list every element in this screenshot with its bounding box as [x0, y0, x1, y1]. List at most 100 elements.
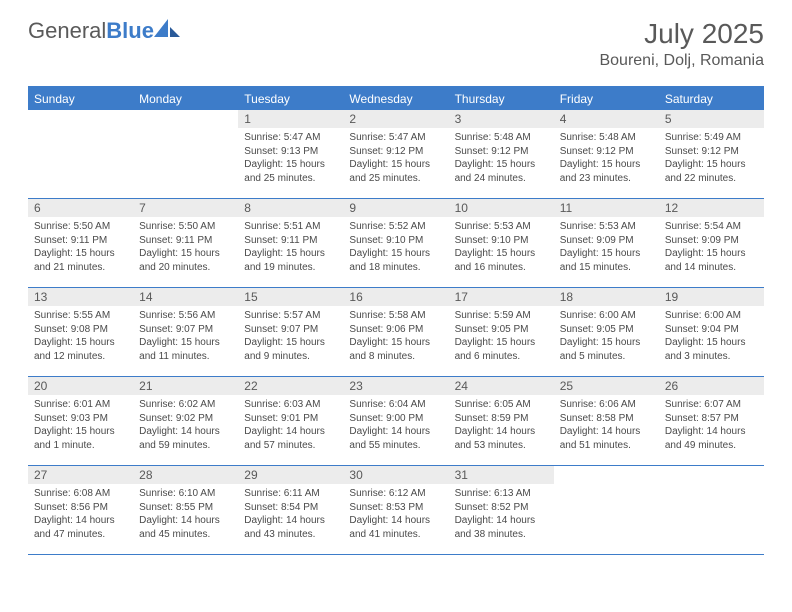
week-row: 20Sunrise: 6:01 AMSunset: 9:03 PMDayligh…: [28, 377, 764, 466]
day-body: Sunrise: 5:53 AMSunset: 9:09 PMDaylight:…: [554, 217, 659, 278]
sunset-text: Sunset: 8:53 PM: [349, 501, 442, 515]
daylight-text: Daylight: 15 hours and 6 minutes.: [455, 336, 548, 363]
sunrise-text: Sunrise: 5:56 AM: [139, 309, 232, 323]
day-body: Sunrise: 5:57 AMSunset: 9:07 PMDaylight:…: [238, 306, 343, 367]
sunrise-text: Sunrise: 5:47 AM: [244, 131, 337, 145]
daylight-text: Daylight: 15 hours and 20 minutes.: [139, 247, 232, 274]
sunset-text: Sunset: 9:00 PM: [349, 412, 442, 426]
day-body: Sunrise: 5:53 AMSunset: 9:10 PMDaylight:…: [449, 217, 554, 278]
day-body: Sunrise: 6:08 AMSunset: 8:56 PMDaylight:…: [28, 484, 133, 545]
day-header: Saturday: [659, 88, 764, 110]
day-number: 22: [238, 377, 343, 395]
sunset-text: Sunset: 9:04 PM: [665, 323, 758, 337]
sunset-text: Sunset: 8:54 PM: [244, 501, 337, 515]
day-header: Thursday: [449, 88, 554, 110]
day-cell: 21Sunrise: 6:02 AMSunset: 9:02 PMDayligh…: [133, 377, 238, 465]
day-number: 20: [28, 377, 133, 395]
day-body: Sunrise: 5:54 AMSunset: 9:09 PMDaylight:…: [659, 217, 764, 278]
day-number: 3: [449, 110, 554, 128]
sunrise-text: Sunrise: 6:12 AM: [349, 487, 442, 501]
daylight-text: Daylight: 14 hours and 41 minutes.: [349, 514, 442, 541]
day-body: Sunrise: 6:10 AMSunset: 8:55 PMDaylight:…: [133, 484, 238, 545]
day-number: 29: [238, 466, 343, 484]
sunrise-text: Sunrise: 5:53 AM: [560, 220, 653, 234]
day-number: 30: [343, 466, 448, 484]
daylight-text: Daylight: 15 hours and 16 minutes.: [455, 247, 548, 274]
calendar: Sunday Monday Tuesday Wednesday Thursday…: [28, 86, 764, 555]
day-cell: 28Sunrise: 6:10 AMSunset: 8:55 PMDayligh…: [133, 466, 238, 554]
day-cell: [659, 466, 764, 554]
sunset-text: Sunset: 9:01 PM: [244, 412, 337, 426]
sunrise-text: Sunrise: 6:10 AM: [139, 487, 232, 501]
day-number: 8: [238, 199, 343, 217]
day-body: Sunrise: 5:59 AMSunset: 9:05 PMDaylight:…: [449, 306, 554, 367]
sunset-text: Sunset: 9:03 PM: [34, 412, 127, 426]
day-body: Sunrise: 6:01 AMSunset: 9:03 PMDaylight:…: [28, 395, 133, 456]
day-header: Tuesday: [238, 88, 343, 110]
day-body: Sunrise: 5:49 AMSunset: 9:12 PMDaylight:…: [659, 128, 764, 189]
day-body: Sunrise: 5:50 AMSunset: 9:11 PMDaylight:…: [28, 217, 133, 278]
sunrise-text: Sunrise: 6:02 AM: [139, 398, 232, 412]
sunrise-text: Sunrise: 6:06 AM: [560, 398, 653, 412]
sunset-text: Sunset: 9:11 PM: [139, 234, 232, 248]
sunrise-text: Sunrise: 6:05 AM: [455, 398, 548, 412]
day-cell: 11Sunrise: 5:53 AMSunset: 9:09 PMDayligh…: [554, 199, 659, 287]
sunrise-text: Sunrise: 6:04 AM: [349, 398, 442, 412]
week-row: 13Sunrise: 5:55 AMSunset: 9:08 PMDayligh…: [28, 288, 764, 377]
sunrise-text: Sunrise: 6:03 AM: [244, 398, 337, 412]
sunset-text: Sunset: 8:57 PM: [665, 412, 758, 426]
logo: GeneralBlue: [28, 18, 180, 44]
day-number: 19: [659, 288, 764, 306]
sunrise-text: Sunrise: 5:47 AM: [349, 131, 442, 145]
day-number: 27: [28, 466, 133, 484]
sunrise-text: Sunrise: 5:58 AM: [349, 309, 442, 323]
sunset-text: Sunset: 8:56 PM: [34, 501, 127, 515]
day-header: Wednesday: [343, 88, 448, 110]
daylight-text: Daylight: 14 hours and 53 minutes.: [455, 425, 548, 452]
day-cell: 22Sunrise: 6:03 AMSunset: 9:01 PMDayligh…: [238, 377, 343, 465]
day-number: 26: [659, 377, 764, 395]
day-cell: 31Sunrise: 6:13 AMSunset: 8:52 PMDayligh…: [449, 466, 554, 554]
sunrise-text: Sunrise: 5:54 AM: [665, 220, 758, 234]
day-cell: 27Sunrise: 6:08 AMSunset: 8:56 PMDayligh…: [28, 466, 133, 554]
day-cell: 19Sunrise: 6:00 AMSunset: 9:04 PMDayligh…: [659, 288, 764, 376]
daylight-text: Daylight: 15 hours and 25 minutes.: [244, 158, 337, 185]
sunset-text: Sunset: 9:05 PM: [560, 323, 653, 337]
sunset-text: Sunset: 9:06 PM: [349, 323, 442, 337]
day-number: 24: [449, 377, 554, 395]
day-cell: 15Sunrise: 5:57 AMSunset: 9:07 PMDayligh…: [238, 288, 343, 376]
daylight-text: Daylight: 15 hours and 12 minutes.: [34, 336, 127, 363]
sunset-text: Sunset: 9:09 PM: [665, 234, 758, 248]
day-number: [28, 110, 133, 114]
day-cell: [28, 110, 133, 198]
sunrise-text: Sunrise: 6:00 AM: [665, 309, 758, 323]
daylight-text: Daylight: 14 hours and 59 minutes.: [139, 425, 232, 452]
day-body: Sunrise: 5:58 AMSunset: 9:06 PMDaylight:…: [343, 306, 448, 367]
day-header-row: Sunday Monday Tuesday Wednesday Thursday…: [28, 88, 764, 110]
daylight-text: Daylight: 14 hours and 55 minutes.: [349, 425, 442, 452]
day-body: Sunrise: 5:52 AMSunset: 9:10 PMDaylight:…: [343, 217, 448, 278]
sunset-text: Sunset: 9:11 PM: [244, 234, 337, 248]
day-body: Sunrise: 5:50 AMSunset: 9:11 PMDaylight:…: [133, 217, 238, 278]
day-number: 28: [133, 466, 238, 484]
week-row: 27Sunrise: 6:08 AMSunset: 8:56 PMDayligh…: [28, 466, 764, 555]
header: GeneralBlue July 2025 Boureni, Dolj, Rom…: [0, 0, 792, 78]
sunrise-text: Sunrise: 6:01 AM: [34, 398, 127, 412]
sunset-text: Sunset: 9:12 PM: [455, 145, 548, 159]
daylight-text: Daylight: 15 hours and 25 minutes.: [349, 158, 442, 185]
sunset-text: Sunset: 9:12 PM: [349, 145, 442, 159]
sunset-text: Sunset: 9:08 PM: [34, 323, 127, 337]
day-body: Sunrise: 6:04 AMSunset: 9:00 PMDaylight:…: [343, 395, 448, 456]
day-number: 1: [238, 110, 343, 128]
day-number: 13: [28, 288, 133, 306]
sunrise-text: Sunrise: 6:11 AM: [244, 487, 337, 501]
sunrise-text: Sunrise: 6:00 AM: [560, 309, 653, 323]
day-cell: 16Sunrise: 5:58 AMSunset: 9:06 PMDayligh…: [343, 288, 448, 376]
daylight-text: Daylight: 15 hours and 14 minutes.: [665, 247, 758, 274]
sunset-text: Sunset: 9:11 PM: [34, 234, 127, 248]
logo-part1: General: [28, 18, 106, 43]
sunrise-text: Sunrise: 5:51 AM: [244, 220, 337, 234]
sunrise-text: Sunrise: 5:49 AM: [665, 131, 758, 145]
day-body: Sunrise: 5:47 AMSunset: 9:13 PMDaylight:…: [238, 128, 343, 189]
day-body: Sunrise: 6:03 AMSunset: 9:01 PMDaylight:…: [238, 395, 343, 456]
